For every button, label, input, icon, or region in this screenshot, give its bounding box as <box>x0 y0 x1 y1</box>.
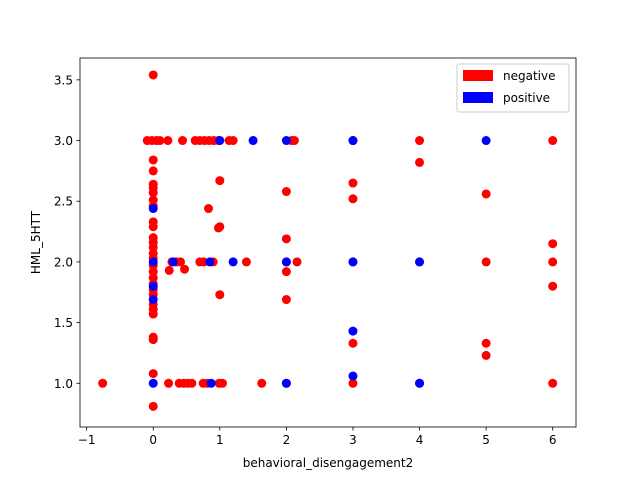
point-negative-62 <box>481 257 491 267</box>
point-negative-92 <box>348 378 358 388</box>
y-tick-label: 2.5 <box>54 195 73 209</box>
point-negative-68 <box>215 290 225 300</box>
point-negative-89 <box>217 378 227 388</box>
point-negative-0 <box>98 378 108 388</box>
point-positive-19 <box>481 136 491 146</box>
point-positive-4 <box>148 378 158 388</box>
point-negative-33 <box>163 136 173 146</box>
point-negative-69 <box>281 187 291 197</box>
point-negative-73 <box>348 194 358 204</box>
y-tick-label: 1.5 <box>54 316 73 330</box>
point-negative-10 <box>148 222 158 232</box>
point-positive-2 <box>148 281 158 291</box>
point-negative-65 <box>215 176 225 186</box>
legend: negative positive <box>456 63 570 113</box>
x-axis-label: behavioral_disengagement2 <box>243 456 414 470</box>
legend-swatch-positive <box>463 92 493 103</box>
point-positive-12 <box>281 378 291 388</box>
point-negative-27 <box>148 369 158 379</box>
y-tick-label: 3.0 <box>54 134 73 148</box>
point-positive-9 <box>248 136 258 146</box>
point-negative-81 <box>164 378 174 388</box>
point-negative-78 <box>481 350 491 360</box>
point-negative-58 <box>292 257 302 267</box>
x-tick-label: 1 <box>216 433 224 447</box>
point-negative-64 <box>203 204 213 214</box>
point-negative-44 <box>289 136 299 146</box>
x-tick-label: −1 <box>78 433 96 447</box>
point-negative-90 <box>257 378 267 388</box>
point-positive-16 <box>348 371 358 381</box>
legend-swatch-negative <box>463 70 493 81</box>
point-positive-18 <box>415 378 425 388</box>
point-negative-24 <box>148 309 158 319</box>
point-positive-20 <box>206 378 216 388</box>
point-negative-46 <box>415 136 425 146</box>
point-positive-11 <box>281 257 291 267</box>
point-negative-80 <box>548 281 558 291</box>
x-tick-label: 5 <box>482 433 490 447</box>
point-negative-71 <box>281 295 291 305</box>
point-positive-13 <box>348 136 358 146</box>
y-axis-ticks: 1.0 1.5 2.0 2.5 3.0 3.5 <box>54 73 80 391</box>
y-axis-label: HML_5HTT <box>29 210 43 274</box>
x-tick-label: 3 <box>349 433 357 447</box>
point-negative-42 <box>228 136 238 146</box>
point-negative-1 <box>148 70 158 80</box>
point-positive-0 <box>148 204 158 214</box>
point-positive-1 <box>148 257 158 267</box>
point-negative-59 <box>281 267 291 277</box>
point-negative-72 <box>348 178 358 188</box>
point-positive-8 <box>215 136 225 146</box>
x-tick-label: 0 <box>149 433 157 447</box>
x-tick-label: 2 <box>283 433 291 447</box>
point-negative-51 <box>180 264 190 274</box>
point-positive-3 <box>148 295 158 305</box>
point-negative-63 <box>548 257 558 267</box>
point-negative-6 <box>148 188 158 198</box>
point-negative-76 <box>481 189 491 199</box>
x-tick-label: 6 <box>549 433 557 447</box>
point-positive-5 <box>168 257 178 267</box>
point-negative-74 <box>348 338 358 348</box>
point-negative-34 <box>178 136 188 146</box>
x-tick-label: 4 <box>416 433 424 447</box>
point-negative-2 <box>148 155 158 165</box>
point-negative-85 <box>187 378 197 388</box>
point-negative-75 <box>415 157 425 167</box>
point-negative-50 <box>176 257 186 267</box>
legend-label-negative: negative <box>503 69 555 83</box>
point-negative-94 <box>548 378 558 388</box>
y-tick-label: 3.5 <box>54 73 73 87</box>
point-positive-6 <box>205 257 215 267</box>
point-negative-79 <box>548 239 558 249</box>
point-negative-56 <box>241 257 251 267</box>
point-positive-7 <box>228 257 238 267</box>
point-negative-70 <box>281 234 291 244</box>
point-negative-3 <box>148 166 158 176</box>
point-positive-10 <box>281 136 291 146</box>
point-negative-47 <box>548 136 558 146</box>
y-tick-label: 1.0 <box>54 377 73 391</box>
data-points <box>98 70 558 411</box>
point-negative-26 <box>148 335 158 345</box>
y-tick-label: 2.0 <box>54 255 73 269</box>
point-negative-32 <box>155 136 165 146</box>
point-positive-14 <box>348 257 358 267</box>
plot-frame <box>79 57 577 428</box>
x-axis-ticks: −1 0 1 2 3 4 5 6 <box>78 427 557 447</box>
legend-label-positive: positive <box>503 91 550 105</box>
point-positive-15 <box>348 326 358 336</box>
point-positive-17 <box>415 257 425 267</box>
point-negative-52 <box>164 265 174 275</box>
point-negative-77 <box>481 338 491 348</box>
point-negative-28 <box>148 401 158 411</box>
point-negative-67 <box>213 223 223 233</box>
